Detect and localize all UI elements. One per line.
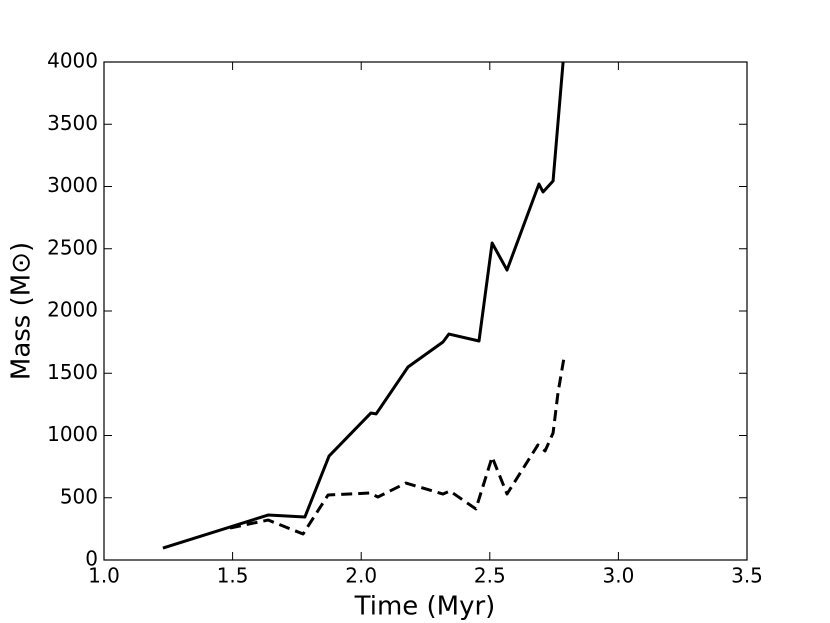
x-tick-label: 2.5 <box>474 564 506 588</box>
y-tick-label: 3000 <box>47 173 98 197</box>
y-axis-label: Mass (M⊙) <box>7 242 37 380</box>
x-tick-label: 2.0 <box>345 564 377 588</box>
y-tick-label: 1000 <box>47 422 98 446</box>
series-line <box>162 62 565 550</box>
y-tick-label: 0 <box>85 547 98 571</box>
y-tick-label: 1500 <box>47 360 98 384</box>
y-tick-label: 4000 <box>47 49 98 73</box>
x-tick-label: 1.0 <box>88 564 120 588</box>
x-axis-label: Time (Myr) <box>354 592 496 622</box>
x-tick-label: 1.5 <box>217 564 249 588</box>
series-line <box>229 356 566 536</box>
y-tick-label: 500 <box>60 484 98 508</box>
plot-frame <box>103 61 748 561</box>
y-tick-label: 3500 <box>47 111 98 135</box>
y-tick-label: 2500 <box>47 235 98 259</box>
x-tick-label: 3.0 <box>602 564 634 588</box>
y-tick-label: 2000 <box>47 298 98 322</box>
x-tick-label: 3.5 <box>731 564 763 588</box>
